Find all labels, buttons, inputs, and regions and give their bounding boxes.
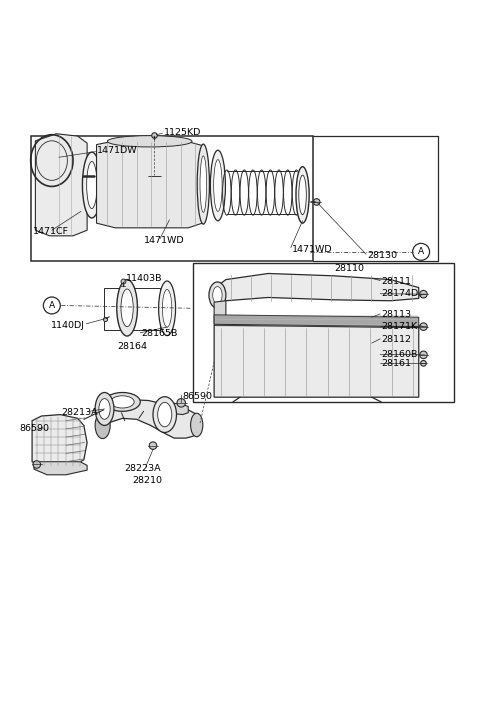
Polygon shape	[34, 462, 87, 474]
Ellipse shape	[99, 398, 110, 419]
Ellipse shape	[117, 280, 137, 336]
Polygon shape	[96, 141, 203, 228]
Text: 28110: 28110	[334, 264, 364, 274]
Text: 1471DW: 1471DW	[96, 146, 137, 154]
Polygon shape	[32, 415, 87, 469]
Circle shape	[33, 460, 40, 468]
Circle shape	[420, 323, 427, 331]
Circle shape	[420, 360, 426, 366]
Circle shape	[420, 290, 427, 298]
Text: 28164: 28164	[118, 342, 148, 351]
Text: 1471WD: 1471WD	[292, 245, 332, 254]
Ellipse shape	[105, 393, 140, 411]
Text: 28113: 28113	[381, 310, 411, 319]
Text: 1471CF: 1471CF	[33, 227, 69, 236]
Text: 28210: 28210	[132, 476, 162, 485]
Polygon shape	[99, 400, 200, 438]
Text: A: A	[418, 247, 424, 257]
Ellipse shape	[108, 135, 192, 147]
Polygon shape	[214, 274, 419, 302]
Text: 86590: 86590	[19, 424, 49, 433]
Bar	[193, 263, 454, 402]
Circle shape	[150, 171, 159, 180]
Text: 28213A: 28213A	[61, 407, 98, 417]
Ellipse shape	[191, 413, 203, 436]
Text: 28160B: 28160B	[381, 350, 418, 359]
Text: 1471WD: 1471WD	[144, 236, 184, 245]
Text: 28223A: 28223A	[125, 464, 161, 473]
Text: A: A	[49, 301, 55, 310]
Ellipse shape	[157, 403, 172, 427]
Text: 86590: 86590	[182, 392, 213, 400]
Ellipse shape	[158, 281, 176, 336]
Text: 28130: 28130	[367, 250, 397, 259]
Circle shape	[313, 199, 320, 205]
Text: 28171K: 28171K	[381, 321, 417, 331]
Text: 28112: 28112	[381, 335, 411, 344]
Ellipse shape	[95, 412, 110, 439]
Ellipse shape	[95, 393, 114, 425]
Ellipse shape	[200, 156, 206, 212]
Bar	[31, 136, 313, 261]
Ellipse shape	[110, 396, 134, 408]
Text: 28111: 28111	[381, 277, 411, 286]
Ellipse shape	[153, 397, 177, 432]
Ellipse shape	[197, 144, 209, 224]
Text: 28165B: 28165B	[141, 329, 178, 338]
Ellipse shape	[162, 290, 172, 327]
Polygon shape	[166, 403, 188, 415]
Ellipse shape	[87, 161, 97, 209]
Text: 1140DJ: 1140DJ	[50, 321, 84, 330]
Polygon shape	[214, 301, 226, 324]
Polygon shape	[214, 325, 419, 397]
Polygon shape	[214, 315, 419, 326]
Polygon shape	[36, 134, 87, 236]
Ellipse shape	[83, 152, 101, 218]
Ellipse shape	[213, 287, 222, 304]
Text: 1125KD: 1125KD	[164, 128, 201, 137]
Ellipse shape	[299, 175, 306, 215]
Text: 28174D: 28174D	[381, 289, 419, 298]
Text: 28161: 28161	[381, 359, 411, 368]
Bar	[93, 173, 104, 178]
Ellipse shape	[210, 150, 226, 221]
Circle shape	[420, 351, 427, 359]
Ellipse shape	[209, 282, 226, 308]
Circle shape	[149, 442, 157, 449]
Circle shape	[413, 243, 430, 260]
Circle shape	[43, 297, 60, 314]
Circle shape	[177, 398, 185, 407]
Bar	[104, 288, 160, 330]
Ellipse shape	[296, 166, 309, 223]
Ellipse shape	[121, 289, 133, 326]
Text: 11403B: 11403B	[126, 274, 163, 283]
Ellipse shape	[214, 159, 222, 212]
